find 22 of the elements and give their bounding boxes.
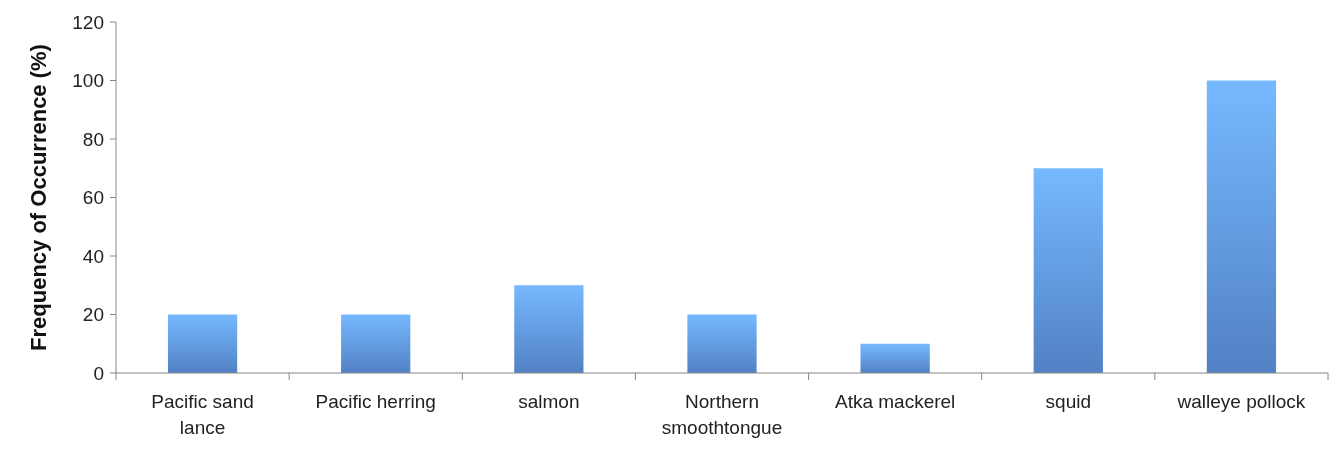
y-tick-label: 80 (82, 128, 104, 150)
bar (1033, 168, 1103, 373)
y-tick-label: 120 (72, 11, 104, 33)
bar (514, 285, 584, 373)
x-tick-label: salmon (518, 391, 580, 412)
bar (860, 343, 930, 373)
x-tick-label: Pacific herring (315, 391, 436, 412)
bar (341, 314, 411, 373)
bar (1206, 80, 1277, 373)
y-tick-label: 100 (72, 70, 104, 92)
x-tick-label: Northern smoothtongue (661, 391, 783, 438)
y-tick-label: 40 (82, 245, 104, 267)
y-tick-label: 0 (93, 362, 104, 384)
x-tick-label: squid (1045, 391, 1091, 412)
x-tick-label: Pacific sand lance (151, 391, 254, 438)
x-tick-label: Atka mackerel (834, 391, 956, 412)
y-tick-label: 20 (82, 304, 104, 326)
y-axis-title: Frequency of Occurrence (%) (26, 44, 51, 351)
x-tick-label: walleye pollock (1176, 391, 1306, 412)
bar (167, 314, 238, 373)
y-tick-label: 60 (82, 187, 104, 209)
bar (687, 314, 757, 373)
